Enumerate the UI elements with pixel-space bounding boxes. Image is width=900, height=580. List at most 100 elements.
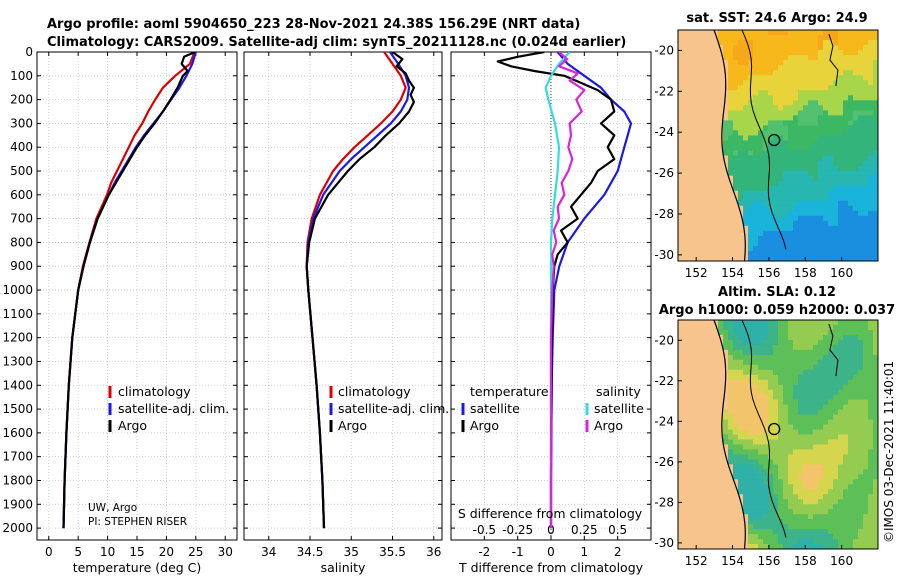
map-cell [833,85,839,91]
map-cell [718,344,724,351]
map-cell [738,509,744,515]
map-cell [698,344,704,351]
map-cell [843,469,849,475]
map-cell [718,399,724,406]
map-cell [843,369,849,376]
map-cell [703,185,709,192]
map-cell [873,170,878,177]
map-cell [753,320,759,326]
map-cell [723,135,729,142]
map-cell [858,354,864,361]
map-cell [863,55,869,61]
map-cell [748,210,754,217]
map-cell [793,205,799,212]
map-cell [763,30,769,36]
map-cell [693,230,699,237]
map-cell [808,449,814,456]
map-cell [798,469,804,475]
map-cell [688,379,694,386]
map-cell [763,339,769,346]
map-cell [758,190,764,197]
map-cell [848,404,854,411]
map-cell [693,489,699,495]
map-cell [808,165,814,172]
map-cell [718,110,724,116]
map-cell [813,494,819,500]
map-cell [868,434,874,441]
map-cell [783,60,789,66]
map-cell [738,479,744,485]
map-cell [823,539,829,545]
map-cell [758,524,764,530]
map-cell [858,60,864,66]
map-cell [838,120,844,127]
map-cell [818,419,824,426]
imos-timestamp: ©IMOS 03-Dec-2021 11:40:01 [882,361,896,543]
map-cell [858,140,864,147]
map-cell [858,529,864,535]
map-cell [808,504,814,510]
map-cell [868,65,874,71]
map-cell [773,404,779,411]
map-cell [748,220,754,227]
float-position-marker [768,133,781,147]
map-cell [693,120,699,127]
map-cell [708,130,714,137]
map-cell [773,110,779,116]
sst-map: 152 154 156 158 160-20-22-24-26-28-30 [654,29,879,280]
map-cell [683,369,689,376]
map-cell [738,474,744,480]
map-cell [793,130,799,137]
map-cell [773,90,779,96]
map-cell [828,210,834,217]
map-cell [863,175,869,182]
map-cell [798,404,804,411]
map-cell [823,544,829,549]
map-cell [848,524,854,530]
map-cell [793,80,799,86]
map-cell [763,524,769,530]
map-cell [763,245,769,252]
map-cell [788,215,794,222]
map-cell [728,140,734,147]
map-cell [838,424,844,431]
map-cell [788,394,794,401]
map-cell [753,80,759,86]
map-cell [763,65,769,71]
map-cell [838,105,844,111]
map-cell [728,50,734,56]
map-cell [813,40,819,46]
map-cell [843,220,849,227]
map-cell [793,339,799,346]
map-cell [813,454,819,460]
map-cell [778,389,784,396]
map-cell [723,210,729,217]
map-cell [823,419,829,426]
map-cell [708,120,714,127]
map-cell [768,40,774,46]
map-cell [848,120,854,127]
map-cell [808,235,814,242]
map-cell [703,494,709,500]
map-cell [818,230,824,237]
map-cell [723,484,729,490]
map-cell [868,499,874,505]
map-cell [718,529,724,535]
map-cell [748,444,754,451]
map-cell [778,414,784,421]
map-cell [753,85,759,91]
map-cell [718,424,724,431]
map-cell [778,439,784,446]
map-cell [833,150,839,157]
map-cell [768,369,774,376]
map-cell [733,349,739,356]
map-cell [828,414,834,421]
map-cell [833,135,839,142]
map-cell [823,210,829,217]
map-cell [728,409,734,416]
map-cell [693,210,699,217]
map-cell [743,419,749,426]
map-cell [788,200,794,207]
map-cell [818,504,824,510]
map-cell [783,414,789,421]
